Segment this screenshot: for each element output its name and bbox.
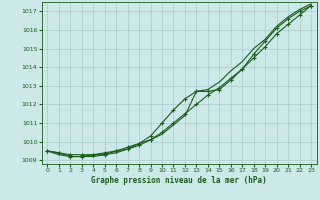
X-axis label: Graphe pression niveau de la mer (hPa): Graphe pression niveau de la mer (hPa) bbox=[91, 176, 267, 185]
